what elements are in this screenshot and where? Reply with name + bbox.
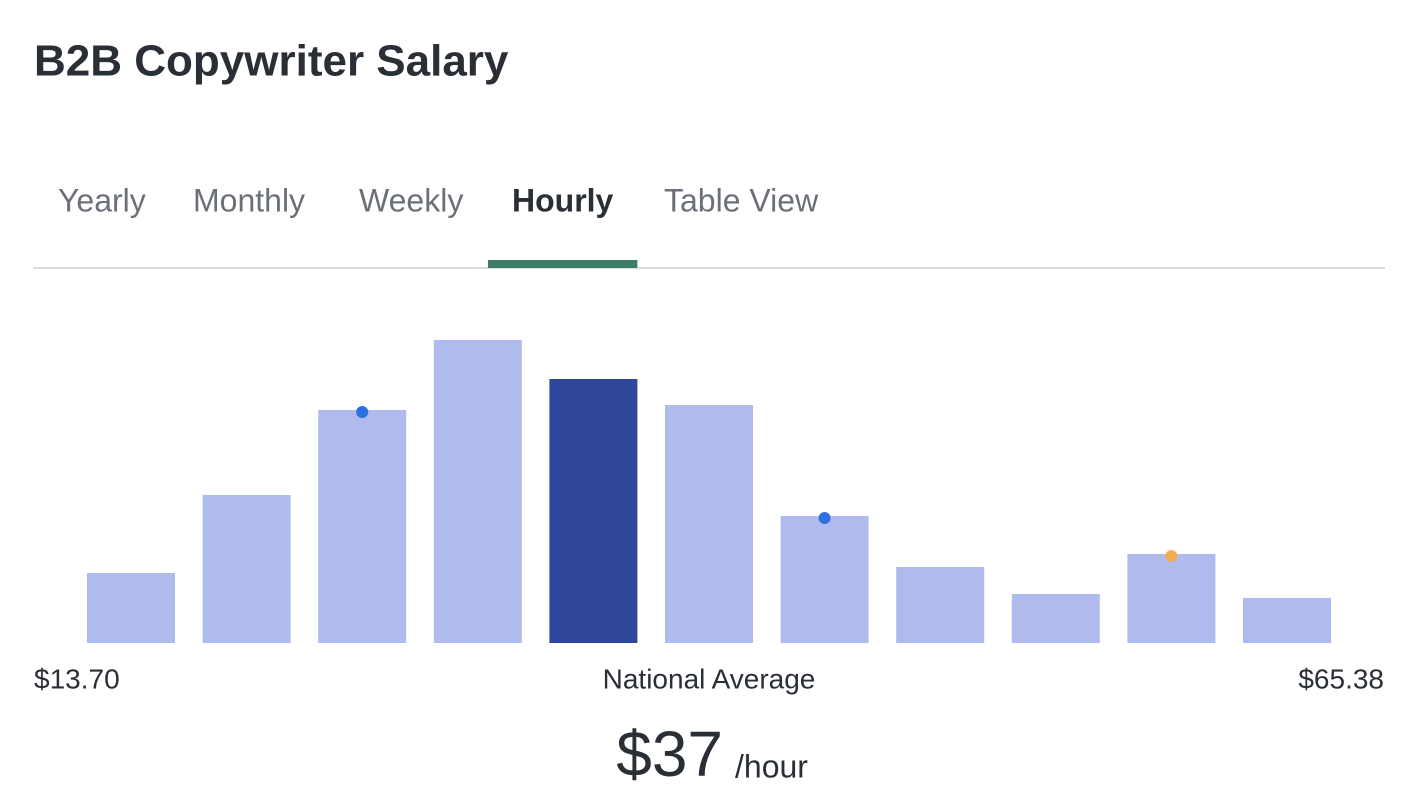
tab[interactable]: Monthly xyxy=(193,182,305,218)
bar-marker xyxy=(818,512,831,524)
histogram-bar xyxy=(1243,598,1331,643)
min-label: $13.70 xyxy=(34,663,120,694)
tab[interactable]: Table View xyxy=(664,182,819,218)
average-value: $37 xyxy=(616,718,723,790)
histogram-bar xyxy=(318,410,407,643)
active-tab-indicator xyxy=(488,260,638,268)
tab[interactable]: Hourly xyxy=(512,182,614,218)
histogram-bar xyxy=(87,573,175,643)
bar-marker xyxy=(1165,550,1178,562)
histogram-bar xyxy=(433,340,522,643)
histogram-bar xyxy=(549,379,638,643)
histogram-bar xyxy=(202,495,291,643)
max-label: $65.38 xyxy=(1298,663,1384,694)
page-title: B2B Copywriter Salary xyxy=(34,37,509,86)
tab[interactable]: Weekly xyxy=(359,182,463,218)
histogram-bar xyxy=(1011,594,1100,643)
bar-marker xyxy=(356,406,369,418)
tab[interactable]: Yearly xyxy=(58,182,146,218)
histogram-bar xyxy=(665,405,753,643)
histogram-bar xyxy=(780,516,869,643)
histogram-bar xyxy=(896,567,985,643)
histogram-bar xyxy=(1127,554,1216,643)
center-label: National Average xyxy=(603,663,816,694)
average-unit: /hour xyxy=(735,748,808,784)
